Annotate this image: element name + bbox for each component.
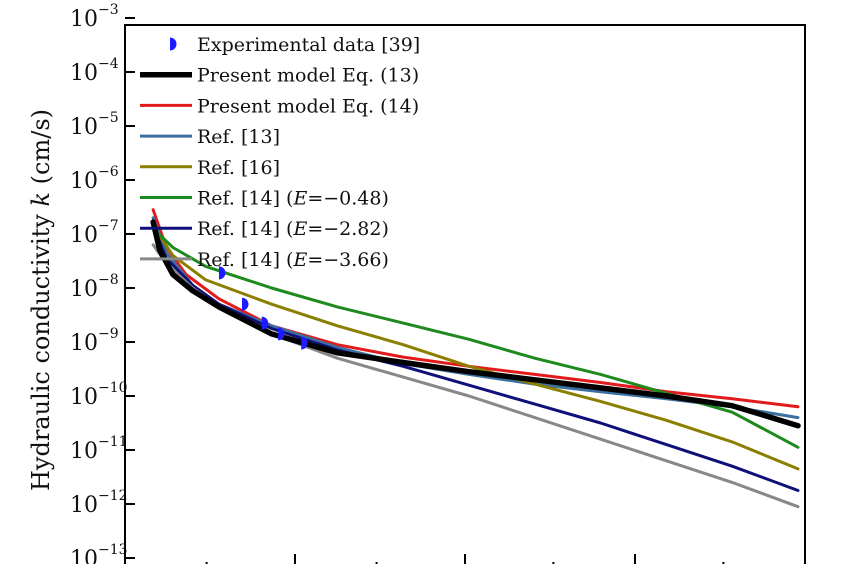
legend-label-2: Present model Eq. (14): [197, 95, 419, 117]
y-tick-label-1: 10−4: [70, 56, 119, 86]
y-tick-label-0: 10−3: [70, 2, 119, 32]
y-tick-exponent: −8: [98, 272, 119, 288]
legend-label-part: Ref. [14] (: [197, 188, 293, 210]
y-tick-base: 10: [70, 169, 98, 194]
series-line-4: [151, 224, 800, 492]
legend-label-part: =−0.48): [307, 188, 389, 210]
y-tick-label-5: 10−8: [70, 272, 119, 302]
y-tick-base: 10: [70, 331, 98, 356]
y-axis-label-var: k: [27, 192, 55, 207]
series-line-6: [150, 219, 801, 429]
y-tick-label-7: 10−10: [70, 380, 128, 410]
y-tick-exponent: −6: [98, 164, 119, 180]
experimental-markers: [218, 266, 308, 350]
y-tick-base: 10: [70, 493, 98, 518]
y-tick-exponent: −11: [98, 434, 128, 450]
experimental-point-0: [218, 266, 226, 280]
legend-label-5: Ref. [14] (E=−0.48): [197, 188, 389, 210]
series-line-0: [151, 208, 800, 409]
experimental-point-2: [261, 316, 269, 330]
experimental-point-4: [301, 336, 308, 350]
y-tick-exponent: −10: [98, 380, 128, 396]
series-layer: [150, 208, 801, 509]
y-tick-label-2: 10−5: [70, 110, 119, 140]
y-tick-base: 10: [70, 61, 98, 86]
y-tick-exponent: −12: [98, 488, 128, 504]
y-tick-label-8: 10−11: [70, 434, 128, 464]
y-tick-exponent: −7: [98, 218, 119, 234]
y-axis-label: Hydraulic conductivity k (cm/s): [27, 109, 55, 491]
legend-label-part: Ref. [14] (: [197, 249, 293, 271]
y-tick-base: 10: [70, 115, 98, 140]
experimental-point-1: [241, 297, 249, 311]
y-tick-exponent: −3: [98, 2, 119, 18]
legend-label-part: =−2.82): [307, 218, 389, 240]
legend-label-7: Ref. [14] (E=−3.66): [197, 249, 389, 271]
y-tick-base: 10: [70, 439, 98, 464]
plot-frame: [124, 24, 806, 564]
y-tick-exponent: −5: [98, 110, 119, 126]
y-tick-exponent: −4: [98, 56, 119, 72]
legend-label-part: Ref. [14] (: [197, 218, 293, 240]
legend-label-4: Ref. [16]: [197, 157, 280, 179]
y-tick-label-9: 10−12: [70, 488, 128, 518]
legend-label-6: Ref. [14] (E=−2.82): [197, 218, 389, 240]
legend-label-0: Experimental data [39]: [197, 34, 420, 56]
experimental-point-3: [278, 327, 285, 341]
x-axis-ticks: [205, 554, 725, 564]
y-tick-base: 10: [70, 7, 98, 32]
legend: Experimental data [39] Present model Eq. …: [140, 34, 420, 271]
legend-label-part: E: [292, 188, 307, 210]
y-axis-ticks: 10−310−410−510−610−710−810−910−1010−1110…: [70, 2, 135, 564]
y-axis-label-main: Hydraulic conductivity: [27, 207, 55, 492]
y-tick-label-6: 10−9: [70, 326, 119, 356]
legend-label-1: Present model Eq. (13): [197, 65, 419, 87]
y-tick-base: 10: [70, 385, 98, 410]
y-tick-label-10: 10−13: [70, 542, 128, 564]
legend-marker-0: [170, 37, 177, 51]
y-tick-label-3: 10−6: [70, 164, 119, 194]
y-axis-label-unit: (cm/s): [27, 109, 55, 192]
legend-label-3: Ref. [13]: [197, 126, 280, 148]
y-tick-label-4: 10−7: [70, 218, 119, 248]
legend-label-part: E: [292, 218, 307, 240]
y-tick-base: 10: [70, 277, 98, 302]
y-tick-base: 10: [70, 223, 98, 248]
y-tick-exponent: −13: [98, 542, 128, 558]
legend-label-part: =−3.66): [307, 249, 389, 271]
series-line-2: [151, 224, 800, 471]
legend-label-part: E: [292, 249, 307, 271]
y-tick-exponent: −9: [98, 326, 119, 342]
y-tick-base: 10: [70, 547, 98, 564]
